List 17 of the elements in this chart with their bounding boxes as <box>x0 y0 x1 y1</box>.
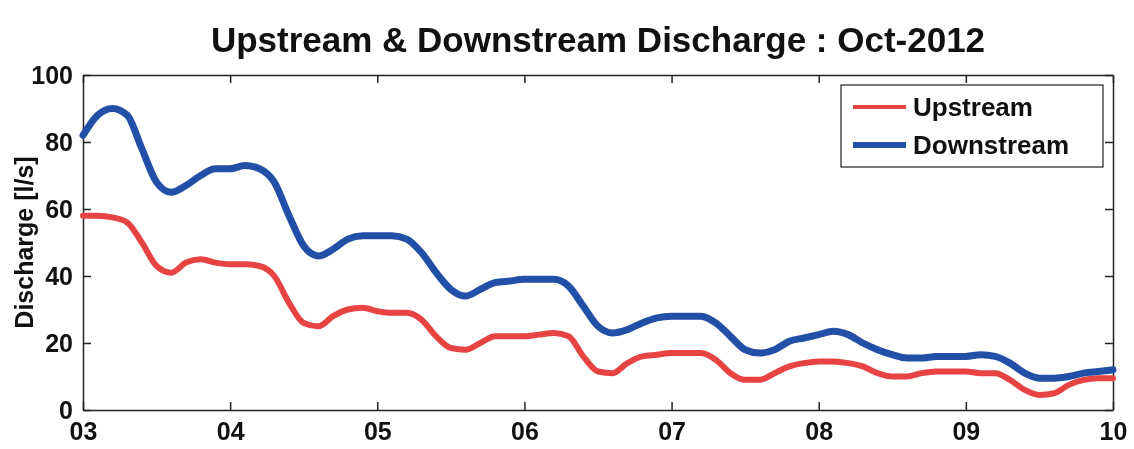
x-tick-label: 07 <box>658 416 686 445</box>
y-tick-label: 40 <box>45 261 73 290</box>
y-tick-label: 0 <box>59 395 73 424</box>
x-tick-label: 04 <box>216 416 245 445</box>
legend-label: Upstream <box>913 92 1033 122</box>
x-tick-label: 10 <box>1099 416 1128 445</box>
x-tick-label: 08 <box>805 416 834 445</box>
chart-title: Upstream & Downstream Discharge : Oct-2012 <box>210 20 986 59</box>
legend-label: Downstream <box>913 130 1070 160</box>
x-tick-label: 05 <box>363 416 392 445</box>
y-tick-label: 60 <box>45 194 73 223</box>
y-tick-label: 100 <box>31 60 73 89</box>
x-tick-label: 09 <box>952 416 981 445</box>
y-tick-label: 20 <box>45 328 73 357</box>
y-axis-title: Discharge [l/s] <box>10 156 38 329</box>
x-tick-label: 06 <box>511 416 539 445</box>
y-tick-label: 80 <box>45 127 73 156</box>
